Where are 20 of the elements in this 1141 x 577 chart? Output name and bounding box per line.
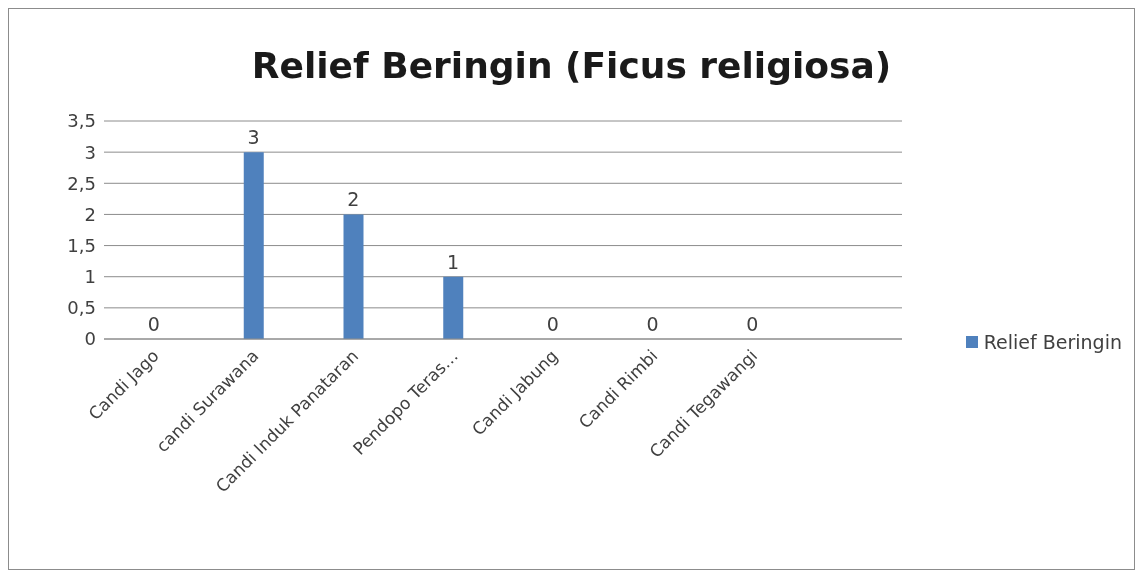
chart-title: Relief Beringin (Ficus religiosa) bbox=[250, 45, 893, 86]
data-label: 2 bbox=[347, 188, 360, 211]
y-tick-label: 0,5 bbox=[67, 297, 96, 319]
legend-label: Relief Beringin bbox=[983, 331, 1122, 353]
data-label: 1 bbox=[447, 250, 460, 273]
bar bbox=[343, 214, 364, 339]
y-tick-label: 3,5 bbox=[67, 110, 96, 132]
y-tick-label: 2 bbox=[84, 203, 96, 225]
data-label: 0 bbox=[546, 313, 559, 335]
data-label: 3 bbox=[247, 126, 260, 149]
data-label: 0 bbox=[746, 313, 759, 335]
y-tick-label: 1 bbox=[84, 266, 96, 288]
y-tick-label: 3 bbox=[84, 141, 96, 163]
y-tick-label: 2,5 bbox=[67, 172, 96, 194]
data-label: 0 bbox=[147, 313, 160, 335]
data-label: 0 bbox=[646, 313, 659, 335]
y-tick-label: 0 bbox=[84, 328, 96, 350]
y-tick-label: 1,5 bbox=[67, 234, 96, 256]
bar bbox=[443, 276, 464, 339]
bar bbox=[243, 152, 264, 339]
